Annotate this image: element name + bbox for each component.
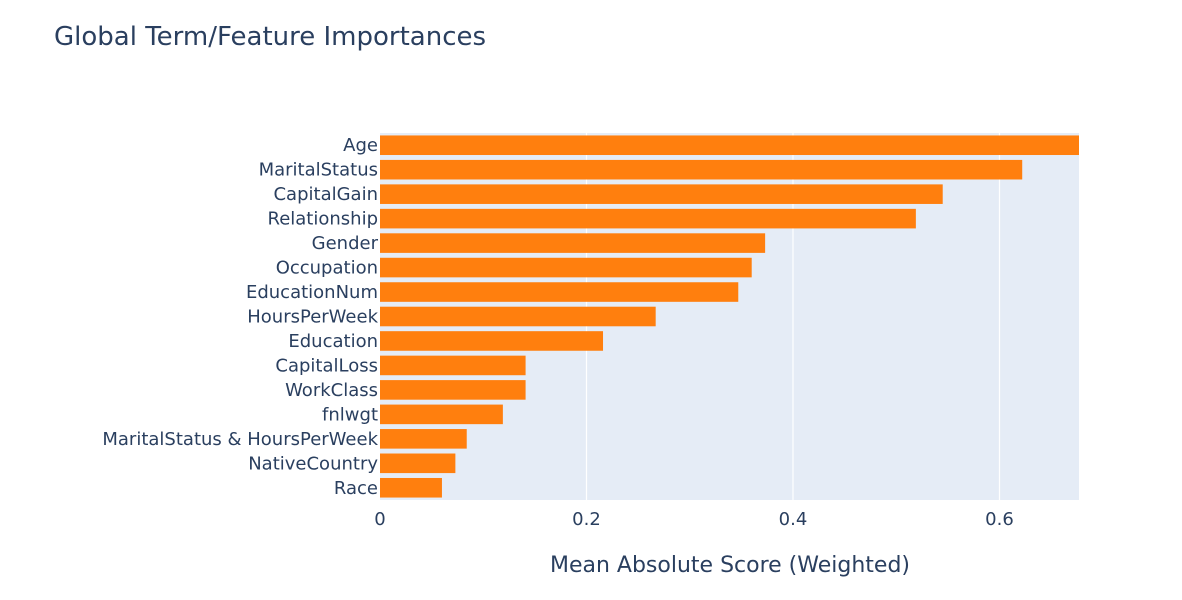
bar-1[interactable] [380,159,1023,180]
bar-13[interactable] [380,453,456,474]
x-tick-label-0: 0 [374,509,385,530]
category-label-0: Age [343,135,378,156]
bar-7[interactable] [380,306,656,327]
x-axis-title: Mean Absolute Score (Weighted) [550,553,910,578]
x-tick-labels: 0 0.2 0.4 0.6 [374,509,1014,530]
category-label-9: CapitalLoss [275,355,378,376]
category-label-7: HoursPerWeek [247,307,378,328]
x-tick-label-3: 0.6 [985,509,1014,530]
bar-10[interactable] [380,380,526,400]
bar-0[interactable] [380,135,1079,156]
category-label-6: EducationNum [246,282,378,303]
bar-14[interactable] [380,477,442,498]
category-label-14: Race [334,478,378,499]
bar-5[interactable] [380,257,752,278]
category-label-13: NativeCountry [248,453,378,474]
category-labels: Age MaritalStatus CapitalGain Relationship G… [102,135,378,499]
x-tick-label-2: 0.4 [779,509,808,530]
bar-3[interactable] [380,208,916,229]
bar-9[interactable] [380,355,526,376]
bar-11[interactable] [380,404,503,425]
bar-8[interactable] [380,331,604,351]
category-label-10: WorkClass [285,380,378,401]
category-label-12: MaritalStatus & HoursPerWeek [102,429,378,450]
category-label-4: Gender [312,233,379,254]
category-label-3: Relationship [268,209,379,230]
bar-4[interactable] [380,233,766,253]
category-label-1: MaritalStatus [259,160,378,181]
category-label-5: Occupation [276,258,378,279]
bar-6[interactable] [380,282,739,302]
bars [380,135,1079,498]
chart-title: Global Term/Feature Importances [54,22,486,52]
category-label-11: fnlwgt [322,404,378,425]
category-label-8: Education [288,331,378,352]
bar-2[interactable] [380,184,943,204]
category-label-2: CapitalGain [273,184,378,205]
x-tick-label-1: 0.2 [572,509,601,530]
bar-12[interactable] [380,429,467,449]
